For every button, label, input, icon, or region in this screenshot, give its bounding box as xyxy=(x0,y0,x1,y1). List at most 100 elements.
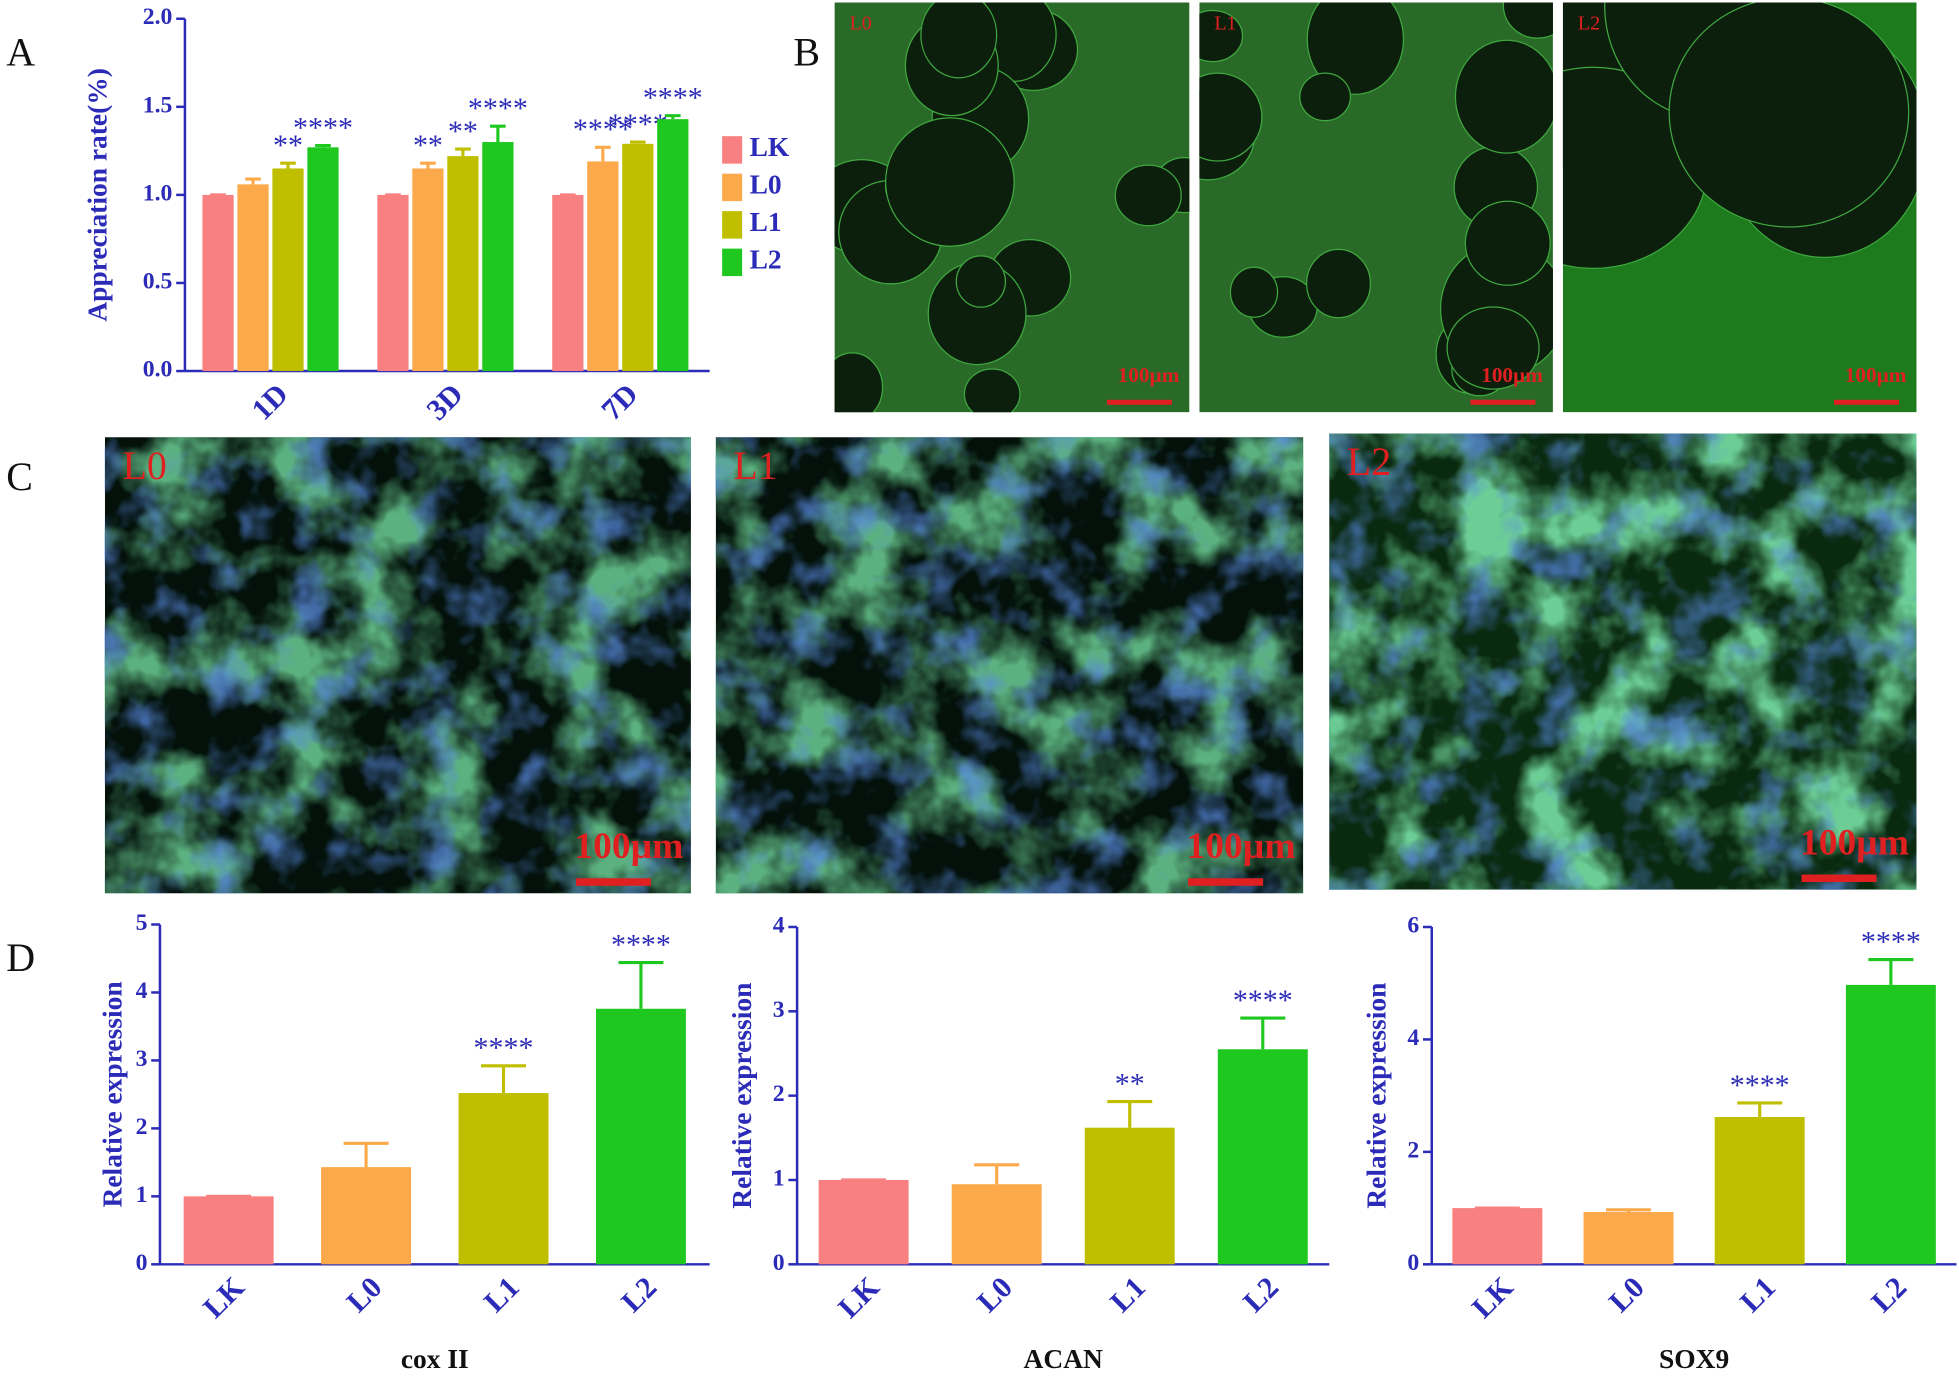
y-tick-label: 0 xyxy=(1407,1250,1419,1276)
pore xyxy=(963,368,1021,413)
error-bar xyxy=(1240,1016,1286,1050)
legend-swatch xyxy=(722,248,743,277)
image-label: L2 xyxy=(1578,13,1600,35)
y-tick-label: 2 xyxy=(773,1081,785,1107)
error-bar xyxy=(618,960,664,1009)
bar xyxy=(447,156,479,372)
bar xyxy=(1714,1117,1805,1265)
significance: **** xyxy=(643,82,703,115)
y-tick-label: 0 xyxy=(773,1250,785,1276)
legend-swatch xyxy=(722,136,743,164)
x-axis-label: SOX9 xyxy=(1659,1344,1729,1374)
bar xyxy=(237,184,269,372)
pore xyxy=(955,255,1007,308)
bar xyxy=(482,142,514,372)
micrograph xyxy=(1562,2,1917,413)
bar xyxy=(377,194,409,372)
y-tick-label: 2.0 xyxy=(143,4,173,30)
error-bar xyxy=(630,140,646,144)
significance: **** xyxy=(611,928,671,961)
scale-label: 100µm xyxy=(1845,363,1907,387)
image-label: L0 xyxy=(850,13,872,35)
x-tick-label: L1 xyxy=(478,1271,526,1319)
nuclei-texture xyxy=(104,437,691,894)
bar xyxy=(412,168,444,372)
x-tick-label: 1D xyxy=(245,378,294,427)
bar xyxy=(272,168,304,372)
x-tick-label: L0 xyxy=(1603,1271,1651,1319)
x-tick-label: L0 xyxy=(340,1271,388,1319)
bar xyxy=(1452,1208,1543,1265)
x-axis-label: ACAN xyxy=(1024,1344,1104,1374)
pore xyxy=(1229,266,1279,318)
significance: **** xyxy=(573,113,633,146)
pore xyxy=(920,2,998,79)
pore xyxy=(1199,72,1263,162)
error-bar xyxy=(280,161,296,169)
legend-swatch xyxy=(722,173,743,202)
scale-label: 100µm xyxy=(574,826,683,867)
bar xyxy=(595,1008,686,1265)
y-tick-label: 4 xyxy=(773,912,785,938)
bar xyxy=(1084,1127,1175,1265)
error-bar xyxy=(245,177,261,185)
error-bar xyxy=(1107,1099,1153,1128)
bar xyxy=(321,1167,412,1265)
pore xyxy=(1454,39,1553,154)
nuclei-texture xyxy=(1329,433,1917,890)
scale-bar xyxy=(1188,878,1264,886)
bar xyxy=(307,147,339,372)
y-axis-label: Relative expression xyxy=(1362,983,1392,1209)
x-tick-label: L2 xyxy=(615,1271,663,1319)
image-label: L0 xyxy=(122,443,166,488)
y-tick-label: 1 xyxy=(773,1165,785,1191)
bar xyxy=(1583,1212,1674,1265)
pore xyxy=(834,352,884,413)
bar xyxy=(951,1184,1042,1265)
error-bar xyxy=(420,161,436,169)
scale-bar xyxy=(1834,399,1899,405)
micrograph xyxy=(1199,2,1553,413)
bar xyxy=(622,143,654,372)
x-tick-label: L0 xyxy=(971,1271,1019,1319)
bar xyxy=(1217,1049,1308,1265)
error-bar xyxy=(1606,1208,1652,1213)
significance: **** xyxy=(474,1032,534,1065)
significance: **** xyxy=(1861,925,1921,958)
y-axis-label: Relative expression xyxy=(727,983,757,1209)
error-bar xyxy=(1868,958,1914,985)
y-tick-label: 1.0 xyxy=(143,180,173,206)
y-tick-label: 0.0 xyxy=(143,357,173,383)
y-axis-label: Relative expression xyxy=(97,981,127,1207)
legend-label: L1 xyxy=(750,207,782,237)
y-tick-label: 0 xyxy=(136,1250,148,1276)
y-tick-label: 1 xyxy=(136,1182,148,1208)
x-tick-label: 3D xyxy=(420,378,469,427)
y-tick-label: 1.5 xyxy=(143,92,173,118)
scale-label: 100µm xyxy=(1800,822,1909,863)
pore xyxy=(1502,2,1553,39)
bar xyxy=(657,119,689,372)
scale-bar xyxy=(1106,399,1172,405)
pore xyxy=(1306,248,1372,319)
y-tick-label: 2 xyxy=(1407,1137,1419,1163)
significance: **** xyxy=(1233,984,1293,1017)
pore xyxy=(1199,9,1244,63)
bar xyxy=(183,1196,274,1265)
bar xyxy=(552,194,584,372)
scale-bar xyxy=(1801,874,1877,883)
scale-bar xyxy=(575,878,651,886)
bar xyxy=(458,1093,549,1265)
legend-label: L0 xyxy=(750,170,782,200)
pore xyxy=(1668,2,1910,228)
y-tick-label: 3 xyxy=(136,1046,148,1072)
scale-label: 100µm xyxy=(1187,826,1296,867)
x-tick-label: L2 xyxy=(1865,1271,1913,1319)
y-tick-label: 3 xyxy=(773,997,785,1023)
error-bar xyxy=(481,1064,526,1094)
bar xyxy=(587,161,619,372)
bar xyxy=(202,194,234,372)
error-bar xyxy=(1737,1101,1783,1118)
legend-swatch xyxy=(722,211,743,239)
